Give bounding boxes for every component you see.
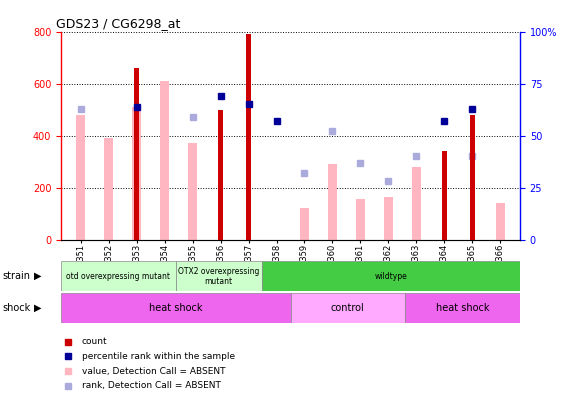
- Text: rank, Detection Call = ABSENT: rank, Detection Call = ABSENT: [82, 381, 221, 390]
- Bar: [61, 261, 175, 291]
- Bar: [134, 68, 139, 240]
- Text: control: control: [331, 303, 365, 313]
- Text: percentile rank within the sample: percentile rank within the sample: [82, 352, 235, 361]
- Text: otd overexpressing mutant: otd overexpressing mutant: [66, 272, 170, 281]
- Text: strain: strain: [3, 271, 31, 281]
- Bar: [406, 293, 520, 323]
- Text: shock: shock: [3, 303, 31, 313]
- Text: count: count: [82, 337, 107, 346]
- Bar: [160, 81, 170, 240]
- Bar: [300, 208, 310, 240]
- Bar: [246, 34, 250, 240]
- Bar: [411, 167, 421, 240]
- Bar: [496, 203, 505, 240]
- Text: value, Detection Call = ABSENT: value, Detection Call = ABSENT: [82, 367, 225, 376]
- Text: GDS23 / CG6298_at: GDS23 / CG6298_at: [56, 17, 181, 30]
- Bar: [218, 110, 223, 240]
- Text: heat shock: heat shock: [436, 303, 489, 313]
- Bar: [290, 293, 406, 323]
- Bar: [356, 199, 365, 240]
- Bar: [132, 107, 141, 240]
- Bar: [442, 151, 447, 240]
- Text: ▶: ▶: [34, 303, 41, 313]
- Bar: [262, 261, 520, 291]
- Bar: [188, 143, 198, 240]
- Bar: [61, 293, 290, 323]
- Bar: [328, 164, 338, 240]
- Bar: [76, 115, 85, 240]
- Bar: [470, 115, 475, 240]
- Bar: [383, 197, 393, 240]
- Text: wildtype: wildtype: [375, 272, 407, 281]
- Bar: [175, 261, 262, 291]
- Text: heat shock: heat shock: [149, 303, 203, 313]
- Text: ▶: ▶: [34, 271, 41, 281]
- Text: OTX2 overexpressing
mutant: OTX2 overexpressing mutant: [178, 267, 260, 286]
- Bar: [103, 138, 113, 240]
